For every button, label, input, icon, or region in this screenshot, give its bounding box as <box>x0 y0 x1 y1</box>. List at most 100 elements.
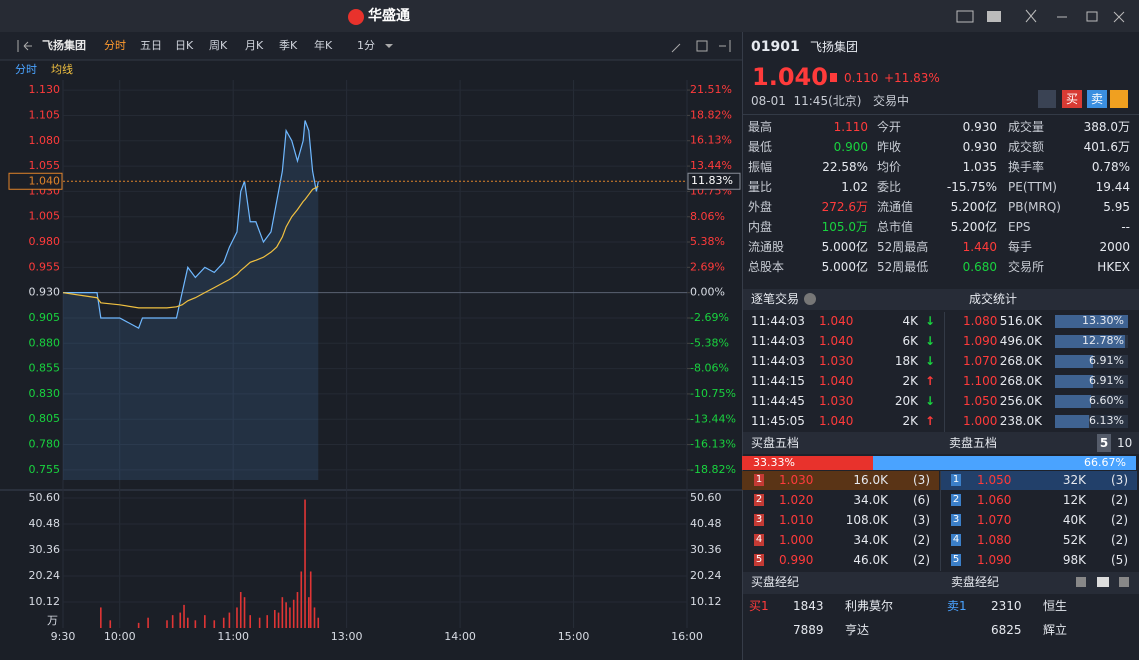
bid-volume: 16.0K <box>853 473 888 487</box>
stat-value: 401.6万 <box>1083 140 1130 154</box>
stat-label: 总市值 <box>877 220 914 234</box>
period-tab[interactable]: 日K <box>175 39 194 52</box>
sell-button[interactable]: 卖 <box>1087 90 1107 108</box>
trades-header-bg <box>743 289 1139 310</box>
y-tick-label: 1.080 <box>29 134 61 147</box>
bid-ratio-label: 33.33% <box>753 456 795 469</box>
share-label: 6.91% <box>1089 354 1124 367</box>
bid-price: 1.010 <box>779 513 814 527</box>
y-tick-label: 1.130 <box>29 83 61 96</box>
price-change-pct: +11.83% <box>884 71 940 85</box>
volume-bar <box>166 620 168 628</box>
period-tab[interactable]: 五日 <box>140 39 162 52</box>
bid-volume: 108.0K <box>845 513 888 527</box>
stat-label: 总股本 <box>748 260 785 274</box>
trade-volume: 2K <box>902 414 918 428</box>
volume-bar <box>309 571 312 628</box>
trade-price: 1.040 <box>819 334 854 348</box>
stat-value: 0.930 <box>962 140 997 154</box>
volume-tick-label-right: 40.48 <box>690 517 722 530</box>
ask-volume: 40K <box>1062 513 1086 527</box>
x-tick-label: 10:00 <box>104 630 136 643</box>
mail-icon[interactable] <box>956 10 974 23</box>
deal-price: 1.050 <box>963 394 998 408</box>
bid-highlight <box>742 471 939 490</box>
volume-bar <box>213 620 216 628</box>
stat-label: 振幅 <box>748 160 773 174</box>
trade-price: 1.040 <box>819 414 854 428</box>
bid-volume: 46.0K <box>853 553 888 567</box>
period-tab[interactable]: 分时 <box>104 39 126 52</box>
volume-bar <box>292 599 295 628</box>
y2-tick-label: 5.38% <box>690 235 725 248</box>
broker-header-bg <box>743 572 1139 594</box>
ask-count: (2) <box>1111 493 1128 507</box>
draw-icon[interactable] <box>671 43 681 53</box>
x-tick-label: 16:00 <box>671 630 703 643</box>
stat-value: 1.440 <box>962 240 997 254</box>
x-tick-label: 14:00 <box>444 630 476 643</box>
y2-tick-label: -10.75% <box>690 387 736 400</box>
shrink-icon[interactable] <box>1025 9 1037 23</box>
volume-bar <box>187 617 189 628</box>
close-icon[interactable] <box>1113 11 1125 23</box>
expand-icon[interactable] <box>719 40 731 52</box>
bid-count: (6) <box>913 493 930 507</box>
trade-volume: 4K <box>902 314 918 328</box>
ask-level: 3 <box>951 514 961 526</box>
last-price-label: 1.040 <box>29 174 61 187</box>
depth-option[interactable]: 10 <box>1117 436 1133 450</box>
bid-count: (3) <box>913 513 930 527</box>
stat-value: 0.680 <box>962 260 997 274</box>
book-header-bg <box>743 432 1139 454</box>
deal-volume: 516.0K <box>999 314 1042 328</box>
volume-bar <box>304 499 306 628</box>
fullscreen-icon[interactable] <box>696 40 708 52</box>
ask-ratio-label: 66.67% <box>1084 456 1126 469</box>
deal-price: 1.090 <box>963 334 998 348</box>
volume-bar <box>239 592 242 628</box>
period-tab[interactable]: 年K <box>314 38 333 52</box>
y-tick-label: 0.930 <box>29 286 61 299</box>
ask-level: 2 <box>951 494 961 506</box>
volume-bar <box>179 612 182 628</box>
trade-time: 11:44:45 <box>751 394 805 408</box>
trade-volume: 18K <box>894 354 918 368</box>
ask-level: 4 <box>951 534 961 546</box>
period-tab[interactable]: 月K <box>245 39 264 52</box>
add-button <box>1110 90 1128 108</box>
period-tab[interactable]: 季K <box>279 39 298 52</box>
trade-arrow: ↓ <box>925 394 936 408</box>
stat-label: 52周最高 <box>877 240 929 254</box>
bid-count: (2) <box>913 533 930 547</box>
volume-bar <box>266 615 269 628</box>
volume-bar <box>289 607 291 628</box>
stat-label: EPS <box>1008 220 1031 234</box>
last-price-box <box>8 172 63 190</box>
share-bar <box>1055 335 1126 348</box>
trade-volume: 2K <box>902 374 918 388</box>
last-change-box <box>687 172 741 190</box>
stat-value: 0.900 <box>833 140 868 154</box>
maximize-icon[interactable] <box>1086 11 1098 22</box>
stat-label: 内盘 <box>748 220 773 234</box>
quote-time: 08-01 11:45(北京) <box>751 94 862 108</box>
ask-price: 1.070 <box>977 513 1012 527</box>
collapse-icon[interactable] <box>17 40 32 52</box>
bid-volume: 34.0K <box>853 493 888 507</box>
period-tab[interactable]: 周K <box>209 39 228 52</box>
shirt-icon[interactable] <box>987 11 1001 22</box>
volume-bar <box>236 607 238 628</box>
deal-volume: 238.0K <box>999 414 1042 428</box>
buy-button[interactable]: 买 <box>1062 90 1082 108</box>
period-tab[interactable]: 1分 <box>357 39 375 52</box>
y2-tick-label: 0.00% <box>690 286 725 299</box>
stat-value: -15.75% <box>946 180 997 194</box>
y2-tick-label: 13.44% <box>690 159 732 172</box>
stat-value: 0.930 <box>962 120 997 134</box>
bid-level: 5 <box>754 554 764 566</box>
volume-bar <box>300 571 303 628</box>
depth-option[interactable]: 5 <box>1097 434 1111 452</box>
stat-value: 1.02 <box>841 180 868 194</box>
bid-price: 0.990 <box>779 553 814 567</box>
